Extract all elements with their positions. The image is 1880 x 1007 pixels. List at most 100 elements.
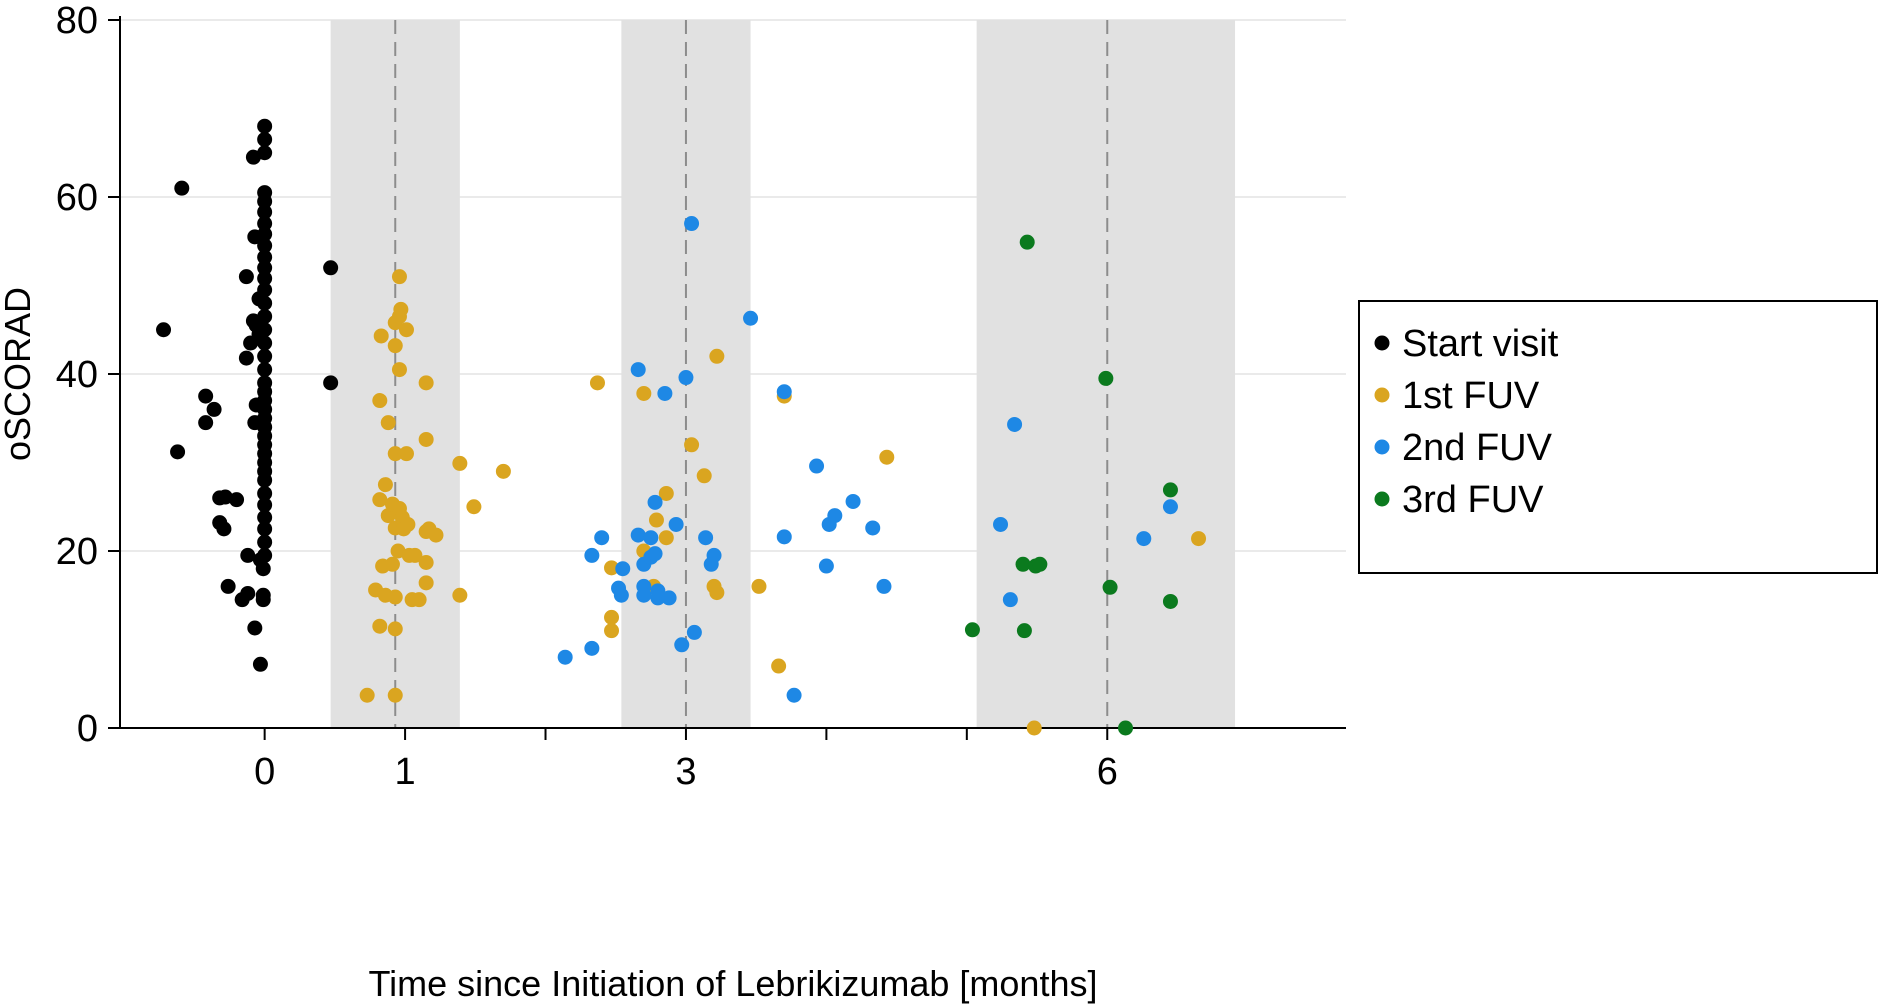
legend-box — [1358, 300, 1878, 574]
point-2nd-fuv-13 — [643, 530, 659, 546]
point-1st-fuv-49 — [604, 623, 620, 639]
point-start-visit-23 — [245, 149, 261, 165]
point-1st-fuv-1 — [359, 687, 375, 703]
point-1st-fuv-55 — [658, 485, 674, 501]
point-1st-fuv-45 — [466, 499, 482, 515]
point-1st-fuv-61 — [709, 348, 725, 364]
point-2nd-fuv-32 — [786, 687, 802, 703]
point-start-visit-69 — [257, 521, 273, 537]
tick-labels: 0 20 40 60 80 0 1 3 6 — [56, 0, 1118, 793]
point-start-visit-48 — [257, 295, 273, 311]
point-start-visit-43 — [257, 238, 273, 254]
point-2nd-fuv-29 — [743, 310, 759, 326]
point-2nd-fuv-15 — [647, 546, 663, 562]
point-1st-fuv-36 — [418, 555, 434, 571]
point-2nd-fuv-20 — [661, 590, 677, 606]
point-2nd-fuv-41 — [1002, 592, 1018, 608]
point-1st-fuv-66 — [1026, 720, 1042, 736]
point-2nd-fuv-19 — [657, 385, 673, 401]
point-2nd-fuv-37 — [845, 493, 861, 509]
point-3rd-fuv-2 — [1015, 556, 1031, 572]
point-2nd-fuv-24 — [684, 216, 700, 232]
point-2nd-fuv-22 — [674, 637, 690, 653]
point-3rd-fuv-10 — [1162, 593, 1178, 609]
point-2nd-fuv-7 — [615, 561, 631, 577]
x-tick-label-6: 6 — [1097, 751, 1118, 793]
point-2nd-fuv-2 — [584, 640, 600, 656]
point-1st-fuv-37 — [418, 575, 434, 591]
point-start-visit-16 — [247, 620, 263, 636]
point-start-visit-66 — [257, 485, 273, 501]
point-1st-fuv-22 — [391, 269, 407, 285]
point-2nd-fuv-26 — [698, 530, 714, 546]
point-start-visit-46 — [257, 270, 273, 286]
point-start-visit-2 — [174, 180, 190, 196]
point-3rd-fuv-11 — [1162, 482, 1178, 498]
legend: Start visit 1st FUV 2nd FUV 3rd FUV — [1358, 300, 1878, 574]
point-1st-fuv-6 — [373, 328, 389, 344]
point-1st-fuv-15 — [387, 621, 403, 637]
y-tick-label-80: 80 — [56, 0, 98, 42]
point-1st-fuv-51 — [636, 385, 652, 401]
point-1st-fuv-24 — [391, 362, 407, 378]
point-start-visit-47 — [257, 282, 273, 298]
point-1st-fuv-57 — [684, 437, 700, 453]
y-tick-label-60: 60 — [56, 177, 98, 219]
point-1st-fuv-62 — [751, 578, 767, 594]
point-1st-fuv-42 — [428, 527, 444, 543]
point-1st-fuv-50 — [604, 560, 620, 576]
point-start-visit-17 — [238, 269, 254, 285]
point-start-visit-40 — [257, 204, 273, 220]
point-1st-fuv-56 — [658, 530, 674, 546]
point-2nd-fuv-38 — [865, 520, 881, 536]
legend-marker-start-visit — [1374, 335, 1390, 351]
point-start-visit-41 — [257, 216, 273, 232]
point-3rd-fuv-4 — [1019, 234, 1035, 250]
point-2nd-fuv-1 — [557, 649, 573, 665]
point-1st-fuv-4 — [372, 492, 388, 508]
legend-label-3rd-fuv: 3rd FUV — [1402, 479, 1544, 521]
series-start-visit — [156, 118, 339, 672]
data-points — [156, 118, 1207, 736]
point-1st-fuv-12 — [384, 556, 400, 572]
point-2nd-fuv-4 — [594, 530, 610, 546]
point-start-visit-70 — [257, 534, 273, 550]
point-1st-fuv-3 — [372, 618, 388, 634]
point-1st-fuv-60 — [709, 585, 725, 601]
point-3rd-fuv-3 — [1016, 623, 1032, 639]
point-1st-fuv-18 — [387, 446, 403, 462]
legend-marker-2nd-fuv — [1374, 439, 1390, 455]
axes — [108, 16, 1346, 740]
point-start-visit-52 — [257, 348, 273, 364]
point-2nd-fuv-23 — [678, 370, 694, 386]
point-2nd-fuv-9 — [630, 362, 646, 378]
point-start-visit-28 — [252, 656, 268, 672]
point-start-visit-45 — [257, 260, 273, 276]
point-start-visit-1 — [156, 322, 172, 338]
series-2nd-fuv — [557, 216, 1178, 703]
point-1st-fuv-35 — [411, 592, 427, 608]
point-start-visit-65 — [257, 472, 273, 488]
point-start-visit-49 — [257, 308, 273, 324]
point-start-visit-12 — [229, 492, 245, 508]
point-start-visit-68 — [257, 509, 273, 525]
point-start-visit-51 — [257, 335, 273, 351]
point-1st-fuv-34 — [407, 547, 423, 563]
point-1st-fuv-5 — [372, 393, 388, 409]
point-2nd-fuv-42 — [1007, 416, 1023, 432]
point-2nd-fuv-3 — [584, 547, 600, 563]
point-start-visit-44 — [257, 249, 273, 265]
point-2nd-fuv-25 — [686, 624, 702, 640]
point-3rd-fuv-7 — [1098, 370, 1114, 386]
point-start-visit-14 — [240, 585, 256, 601]
point-3rd-fuv-1 — [964, 622, 980, 638]
point-1st-fuv-48 — [604, 609, 620, 625]
point-start-visit-34 — [323, 375, 339, 391]
point-2nd-fuv-31 — [776, 529, 792, 545]
point-1st-fuv-31 — [400, 516, 416, 532]
point-2nd-fuv-43 — [1136, 531, 1152, 547]
x-axis-title: Time since Initiation of Lebrikizumab [m… — [369, 963, 1098, 1004]
point-1st-fuv-16 — [387, 589, 403, 605]
point-2nd-fuv-16 — [647, 494, 663, 510]
